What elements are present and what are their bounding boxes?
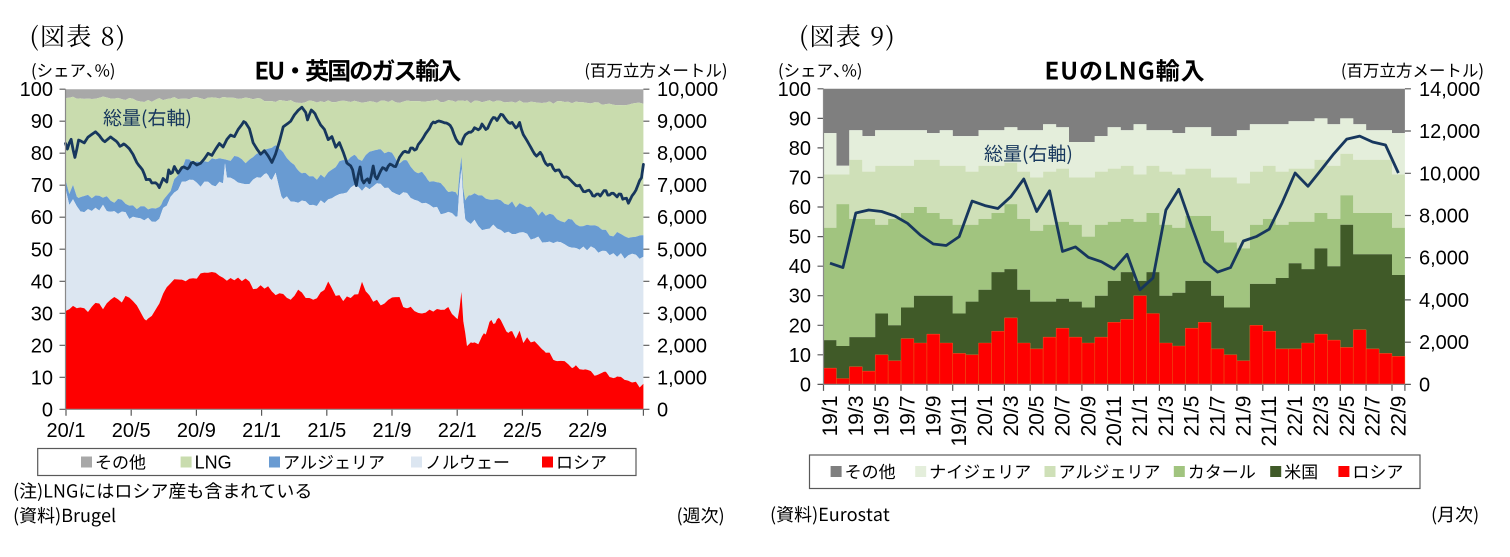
svg-text:20/9: 20/9 <box>177 420 216 442</box>
svg-text:22/1: 22/1 <box>438 420 477 442</box>
svg-text:19/1: 19/1 <box>819 396 842 437</box>
svg-text:2,000: 2,000 <box>1419 332 1469 354</box>
svg-text:22/9: 22/9 <box>568 420 607 442</box>
svg-text:20/5: 20/5 <box>112 420 151 442</box>
svg-text:50: 50 <box>789 227 811 249</box>
svg-text:100: 100 <box>20 79 53 101</box>
svg-text:40: 40 <box>31 271 53 293</box>
svg-text:19/7: 19/7 <box>897 396 920 437</box>
svg-text:0: 0 <box>42 399 53 421</box>
svg-text:LNG: LNG <box>195 453 232 473</box>
svg-text:30: 30 <box>789 286 811 308</box>
svg-text:90: 90 <box>789 108 811 130</box>
svg-text:90: 90 <box>31 111 53 133</box>
svg-text:30: 30 <box>31 303 53 325</box>
svg-text:21/1: 21/1 <box>242 420 281 442</box>
svg-text:80: 80 <box>789 138 811 160</box>
svg-text:19/11: 19/11 <box>948 396 971 447</box>
svg-text:21/1: 21/1 <box>1129 396 1152 437</box>
svg-text:22/5: 22/5 <box>1336 396 1359 437</box>
svg-text:10: 10 <box>31 367 53 389</box>
svg-text:21/9: 21/9 <box>1232 396 1255 437</box>
svg-text:60: 60 <box>31 207 53 229</box>
svg-text:21/5: 21/5 <box>307 420 346 442</box>
svg-text:20/3: 20/3 <box>1000 396 1023 437</box>
svg-text:21/3: 21/3 <box>1155 396 1178 437</box>
svg-text:20/1: 20/1 <box>47 420 86 442</box>
svg-text:22/7: 22/7 <box>1362 396 1385 437</box>
svg-text:80: 80 <box>31 143 53 165</box>
svg-text:50: 50 <box>31 239 53 261</box>
svg-text:0: 0 <box>800 374 811 396</box>
svg-text:1,000: 1,000 <box>657 367 707 389</box>
svg-text:21/11: 21/11 <box>1258 396 1281 447</box>
svg-text:20/7: 20/7 <box>1052 396 1075 437</box>
svg-text:20/1: 20/1 <box>974 396 997 437</box>
svg-text:10: 10 <box>789 345 811 367</box>
svg-text:40: 40 <box>789 256 811 278</box>
svg-text:8,000: 8,000 <box>1419 205 1469 227</box>
svg-text:10,000: 10,000 <box>1419 163 1480 185</box>
svg-text:12,000: 12,000 <box>1419 121 1480 143</box>
svg-text:0: 0 <box>1419 374 1430 396</box>
svg-text:4,000: 4,000 <box>657 271 707 293</box>
svg-text:100: 100 <box>778 79 811 101</box>
svg-text:0: 0 <box>657 399 668 421</box>
svg-text:20/11: 20/11 <box>1103 396 1126 447</box>
svg-text:21/7: 21/7 <box>1207 396 1230 437</box>
svg-text:14,000: 14,000 <box>1419 79 1480 101</box>
svg-text:21/5: 21/5 <box>1181 396 1204 437</box>
svg-text:20/5: 20/5 <box>1026 396 1049 437</box>
svg-text:6,000: 6,000 <box>657 207 707 229</box>
svg-text:20: 20 <box>31 335 53 357</box>
svg-text:19/3: 19/3 <box>845 396 868 437</box>
svg-text:7,000: 7,000 <box>657 175 707 197</box>
svg-text:22/9: 22/9 <box>1387 396 1410 437</box>
svg-text:20: 20 <box>789 315 811 337</box>
svg-text:6,000: 6,000 <box>1419 248 1469 270</box>
svg-text:60: 60 <box>789 197 811 219</box>
svg-text:9,000: 9,000 <box>657 111 707 133</box>
svg-text:21/9: 21/9 <box>373 420 412 442</box>
svg-text:70: 70 <box>789 167 811 189</box>
svg-text:2,000: 2,000 <box>657 335 707 357</box>
svg-text:3,000: 3,000 <box>657 303 707 325</box>
svg-text:22/5: 22/5 <box>503 420 542 442</box>
svg-text:10,000: 10,000 <box>657 79 718 101</box>
svg-text:5,000: 5,000 <box>657 239 707 261</box>
svg-text:22/3: 22/3 <box>1310 396 1333 437</box>
svg-text:8,000: 8,000 <box>657 143 707 165</box>
svg-text:4,000: 4,000 <box>1419 290 1469 312</box>
svg-text:70: 70 <box>31 175 53 197</box>
svg-text:20/9: 20/9 <box>1077 396 1100 437</box>
svg-text:19/5: 19/5 <box>871 396 894 437</box>
svg-text:19/9: 19/9 <box>922 396 945 437</box>
svg-text:22/1: 22/1 <box>1284 396 1307 437</box>
